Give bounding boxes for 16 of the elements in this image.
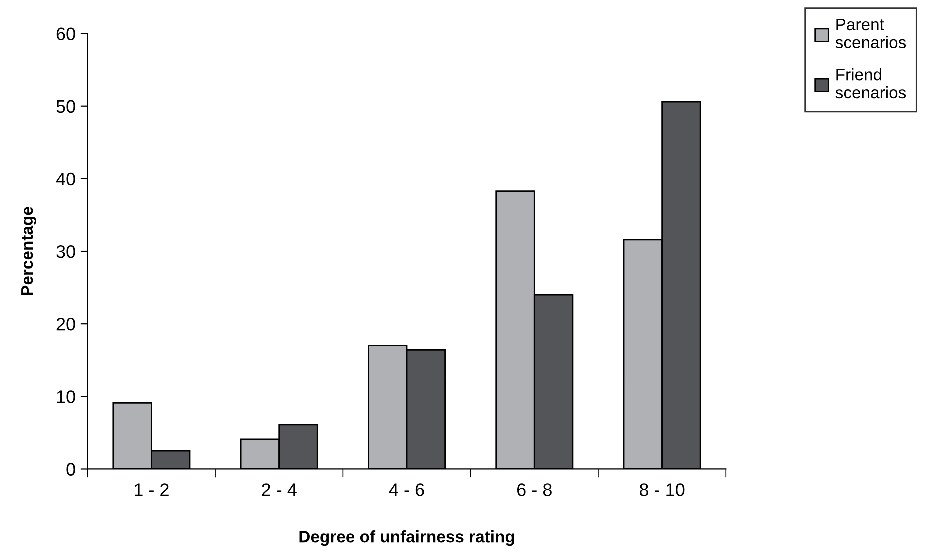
x-tick-label: 1 - 2 (135, 484, 169, 496)
y-tick-label: 10 (57, 390, 76, 404)
legend-label: Parent scenarios (836, 18, 906, 49)
y-tick-label: 60 (56, 28, 76, 41)
y-tick-label: 40 (56, 172, 76, 186)
x-tick-label: 2 - 4 (262, 484, 297, 496)
y-axis-title: Percentage (22, 207, 37, 296)
x-tick-label: 8 - 10 (640, 484, 685, 496)
y-tick-label: 20 (56, 318, 76, 331)
x-tick-label: 6 - 8 (518, 484, 552, 496)
y-tick-label: 30 (56, 245, 76, 258)
x-axis-title: Degree of unfairness rating (300, 530, 514, 546)
y-tick-label: 0 (66, 463, 76, 476)
y-tick-label: 50 (56, 100, 76, 114)
x-tick-label: 4 - 6 (389, 484, 424, 496)
legend-label: Friend scenarios (836, 68, 906, 99)
